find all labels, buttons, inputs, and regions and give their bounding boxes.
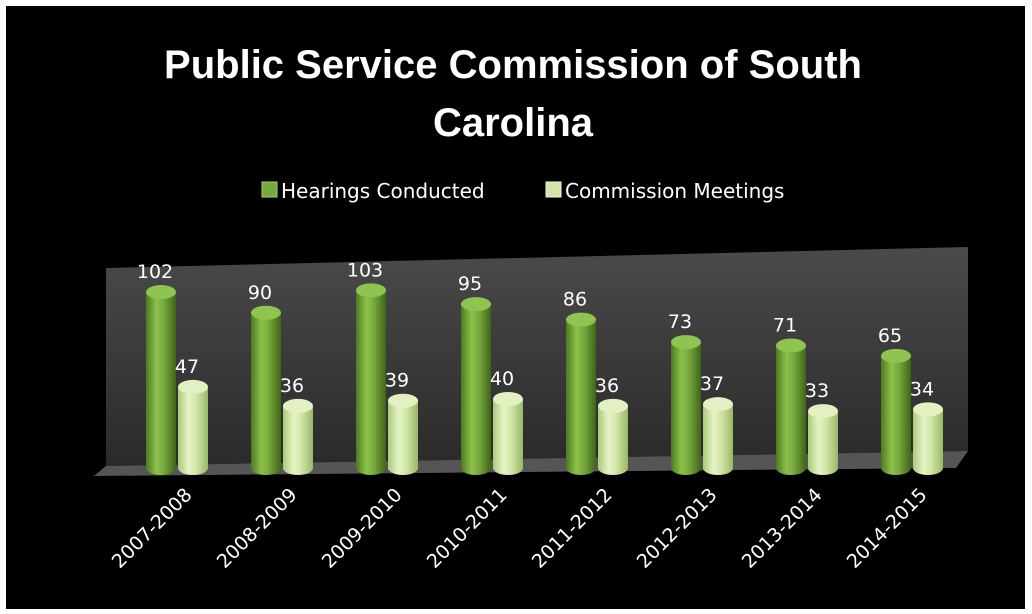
bars-group (146, 283, 943, 475)
data-label-hearings-2007-2008: 102 (137, 261, 173, 283)
chart-back-wall (106, 247, 968, 466)
x-tick-label-2013-2014: 2013-2014 (738, 484, 827, 573)
legend-label-hearings: Hearings Conducted (281, 179, 485, 203)
x-tick-label-2008-2009: 2008-2009 (213, 484, 302, 573)
data-label-meetings-2010-2011: 40 (490, 368, 514, 390)
x-axis-tick-labels: 2007-2008 2008-2009 2009-2010 2010-2011 2011… (108, 484, 932, 573)
data-label-meetings-2009-2010: 39 (385, 370, 409, 392)
bar-hearings-2011-2012 (566, 312, 596, 475)
bar-meetings-2009-2010 (388, 393, 418, 475)
chart-svg: Public Service Commission of South Carol… (94, 43, 968, 573)
data-label-meetings-2011-2012: 36 (595, 375, 619, 397)
legend: Hearings Conducted Commission Meetings (261, 179, 784, 203)
data-label-meetings-2013-2014: 33 (805, 380, 829, 402)
bar-hearings-2007-2008 (146, 285, 176, 475)
x-tick-label-2011-2012: 2011-2012 (528, 484, 617, 573)
data-label-hearings-2011-2012: 86 (563, 289, 587, 311)
data-label-hearings-2010-2011: 95 (458, 273, 482, 295)
bar-meetings-2008-2009 (283, 398, 313, 475)
bar-hearings-2013-2014 (776, 338, 806, 475)
legend-swatch-hearings (261, 181, 278, 198)
data-label-meetings-2007-2008: 47 (175, 356, 199, 378)
x-tick-label-2010-2011: 2010-2011 (423, 484, 512, 573)
bar-hearings-2012-2013 (671, 335, 701, 475)
x-tick-label-2007-2008: 2007-2008 (108, 484, 197, 573)
data-label-hearings-2013-2014: 71 (773, 315, 797, 337)
data-label-meetings-2012-2013: 37 (700, 373, 724, 395)
x-tick-label-2009-2010: 2009-2010 (318, 484, 407, 573)
bar-meetings-2007-2008 (178, 379, 208, 475)
chart-area: Public Service Commission of South Carol… (6, 6, 1025, 609)
legend-label-meetings: Commission Meetings (565, 179, 784, 203)
chart-title-line-1: Public Service Commission of South (164, 43, 862, 87)
bar-meetings-2011-2012 (598, 398, 628, 475)
chart-title-line-2: Carolina (433, 101, 594, 145)
bar-hearings-2010-2011 (461, 297, 491, 475)
x-tick-label-2012-2013: 2012-2013 (633, 484, 722, 573)
data-label-meetings-2008-2009: 36 (280, 375, 304, 397)
data-label-hearings-2012-2013: 73 (668, 311, 692, 333)
bar-hearings-2009-2010 (356, 283, 386, 475)
bar-meetings-2010-2011 (493, 392, 523, 475)
bar-hearings-2014-2015 (881, 348, 911, 475)
data-labels-group: 102 47 90 36 103 39 95 40 86 36 73 37 71 33 65 34 (137, 259, 934, 402)
bar-meetings-2012-2013 (703, 397, 733, 475)
bar-hearings-2008-2009 (251, 305, 281, 475)
bar-meetings-2013-2014 (808, 404, 838, 475)
data-label-meetings-2014-2015: 34 (910, 378, 934, 400)
legend-swatch-meetings (545, 181, 562, 198)
bar-meetings-2014-2015 (913, 402, 943, 475)
data-label-hearings-2014-2015: 65 (878, 325, 902, 347)
data-label-hearings-2009-2010: 103 (347, 259, 383, 281)
x-tick-label-2014-2015: 2014-2015 (843, 484, 932, 573)
data-label-hearings-2008-2009: 90 (248, 282, 272, 304)
